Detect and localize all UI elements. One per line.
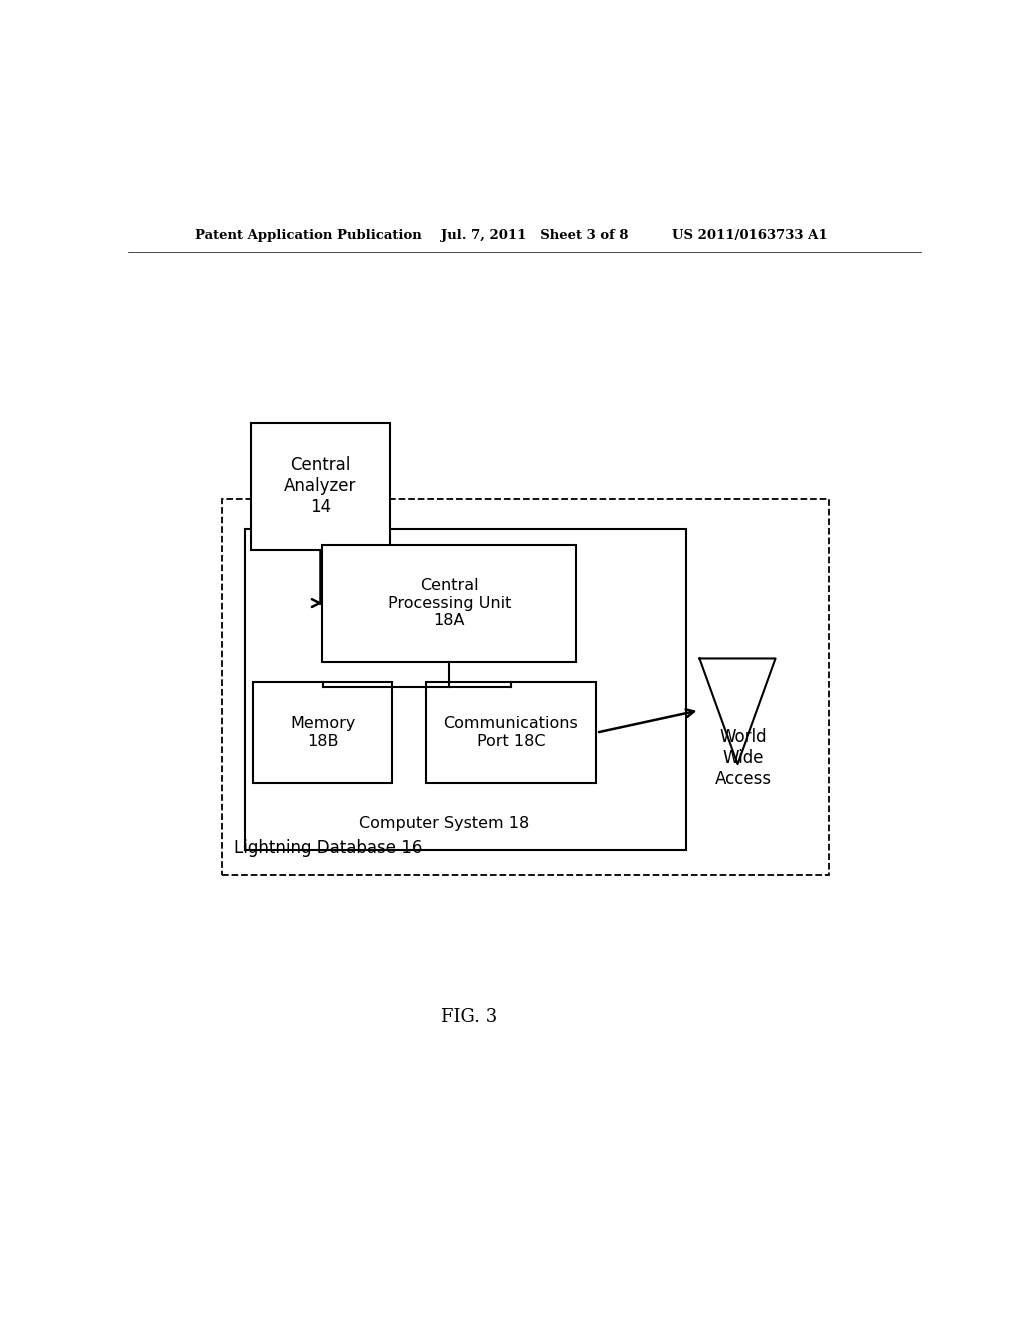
Text: Memory
18B: Memory 18B: [290, 717, 355, 748]
Bar: [221, 499, 828, 875]
Text: World
Wide
Access: World Wide Access: [715, 729, 772, 788]
Text: Central
Analyzer
14: Central Analyzer 14: [285, 457, 356, 516]
Text: FIG. 3: FIG. 3: [441, 1008, 498, 1026]
Text: Communications
Port 18C: Communications Port 18C: [443, 717, 579, 748]
Text: Central
Processing Unit
18A: Central Processing Unit 18A: [388, 578, 511, 628]
Bar: [253, 682, 392, 784]
Text: Patent Application Publication: Patent Application Publication: [196, 230, 422, 242]
Bar: [251, 422, 390, 549]
Bar: [426, 682, 596, 784]
Text: Jul. 7, 2011   Sheet 3 of 8: Jul. 7, 2011 Sheet 3 of 8: [441, 230, 629, 242]
Text: Computer System 18: Computer System 18: [358, 816, 528, 832]
Bar: [323, 545, 577, 661]
Text: US 2011/0163733 A1: US 2011/0163733 A1: [672, 230, 827, 242]
Text: Lightning Database 16: Lightning Database 16: [233, 838, 422, 857]
Bar: [246, 529, 686, 850]
